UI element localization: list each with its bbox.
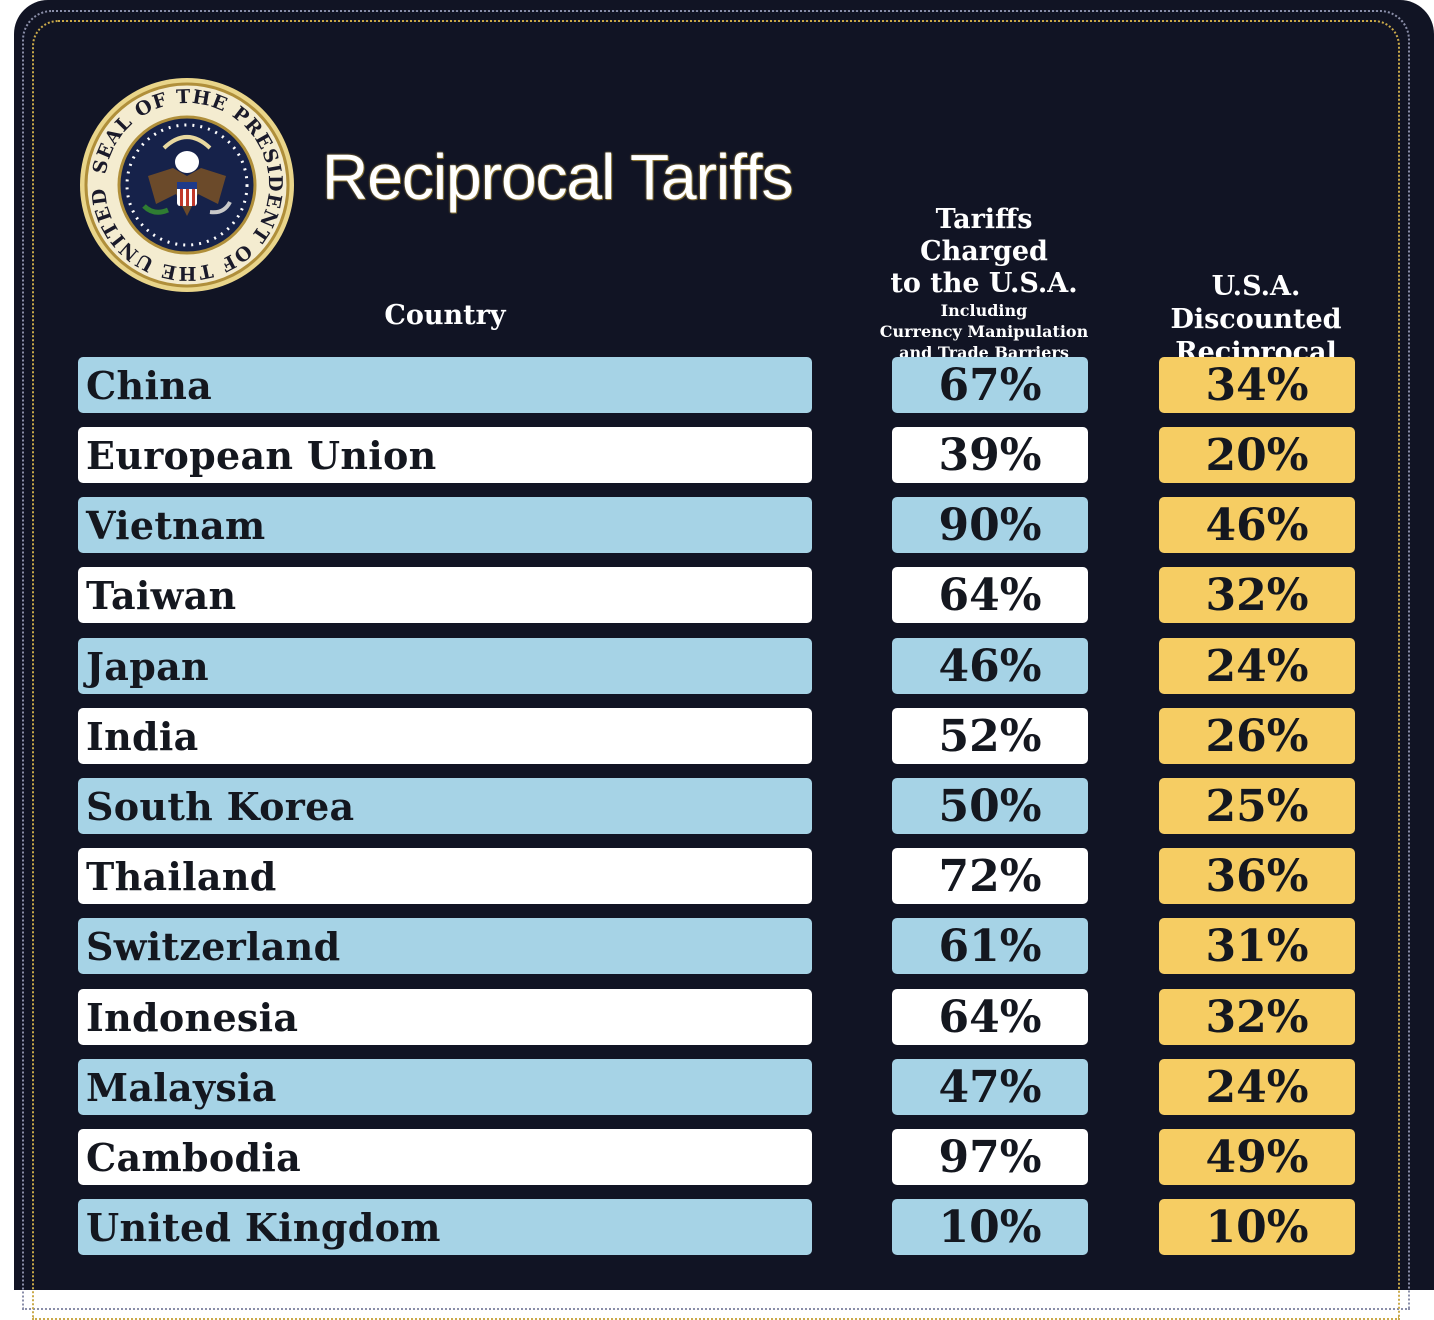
presidential-seal-icon: SEAL OF THE PRESIDENT OF THE UNITED STAT…	[78, 76, 294, 292]
country-cell: United Kingdom	[78, 1199, 812, 1255]
country-cell: European Union	[78, 427, 812, 483]
country-cell: Malaysia	[78, 1059, 812, 1115]
page-title: Reciprocal Tariffs	[322, 141, 793, 213]
discount-cell: 46%	[1159, 497, 1355, 553]
charged-cell: 46%	[892, 638, 1088, 694]
charged-cell: 10%	[892, 1199, 1088, 1255]
charged-cell: 64%	[892, 989, 1088, 1045]
charged-header-line2: to the U.S.A.	[890, 268, 1078, 299]
charged-cell: 64%	[892, 567, 1088, 623]
charged-cell: 52%	[892, 708, 1088, 764]
country-cell: India	[78, 708, 812, 764]
country-cell: South Korea	[78, 778, 812, 834]
country-cell: Switzerland	[78, 918, 812, 974]
charged-cell: 39%	[892, 427, 1088, 483]
discount-cell: 32%	[1159, 989, 1355, 1045]
discount-header-line1: U.S.A. Discounted	[1170, 271, 1342, 335]
discount-cell: 25%	[1159, 778, 1355, 834]
charged-cell: 97%	[892, 1129, 1088, 1185]
charged-cell: 67%	[892, 357, 1088, 413]
charged-column-header: Tariffs Charged to the U.S.A. Including …	[870, 204, 1098, 363]
charged-cell: 90%	[892, 497, 1088, 553]
charged-header-sub2: Currency Manipulation	[879, 322, 1089, 341]
country-cell: Japan	[78, 638, 812, 694]
discount-cell: 49%	[1159, 1129, 1355, 1185]
discount-cell: 10%	[1159, 1199, 1355, 1255]
discount-cell: 26%	[1159, 708, 1355, 764]
discount-cell: 24%	[1159, 638, 1355, 694]
charged-cell: 61%	[892, 918, 1088, 974]
charged-header-line1: Tariffs Charged	[920, 204, 1048, 267]
country-cell: Thailand	[78, 848, 812, 904]
country-column-header: Country	[384, 300, 506, 331]
discount-cell: 36%	[1159, 848, 1355, 904]
country-cell: Cambodia	[78, 1129, 812, 1185]
charged-cell: 72%	[892, 848, 1088, 904]
discount-cell: 32%	[1159, 567, 1355, 623]
country-cell: Taiwan	[78, 567, 812, 623]
charged-cell: 50%	[892, 778, 1088, 834]
country-cell: Indonesia	[78, 989, 812, 1045]
discount-cell: 20%	[1159, 427, 1355, 483]
country-cell: Vietnam	[78, 497, 812, 553]
charged-header-sub1: Including	[940, 301, 1028, 320]
country-cell: China	[78, 357, 812, 413]
charged-cell: 47%	[892, 1059, 1088, 1115]
discount-cell: 31%	[1159, 918, 1355, 974]
discount-cell: 24%	[1159, 1059, 1355, 1115]
discount-cell: 34%	[1159, 357, 1355, 413]
